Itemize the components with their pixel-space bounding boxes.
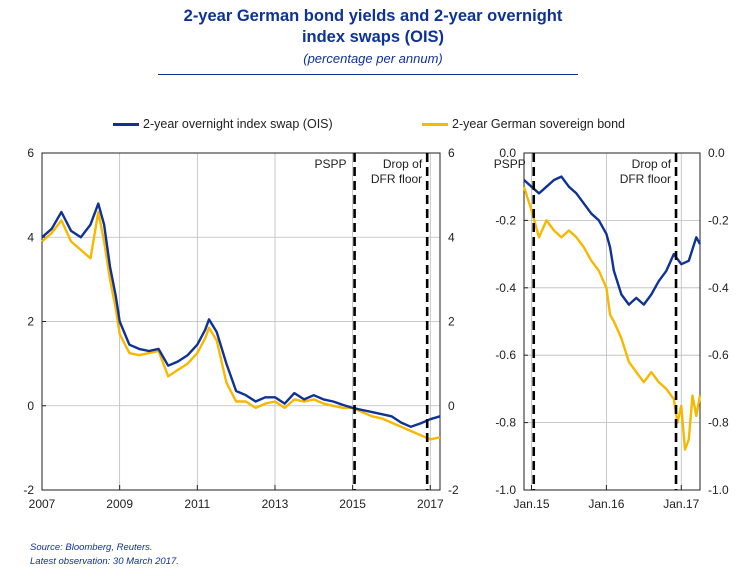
zoom-ytick-right-label: -0.8 [708, 416, 729, 430]
zoom-ytick-right-label: -1.0 [708, 483, 729, 497]
zoom-ytick-left-label: -0.2 [495, 213, 516, 227]
main-annotation-dfr-label-1: Drop of [383, 157, 423, 171]
main-ytick-right-label: 0 [448, 399, 455, 413]
zoom-ytick-right-label: -0.4 [708, 281, 729, 295]
legend-label-ois: 2-year overnight index swap (OIS) [143, 117, 333, 131]
zoom-annotation-dfr-label-1: Drop of [632, 157, 672, 171]
title-line-2: index swaps (OIS) [301, 28, 445, 46]
main-xtick-label: 2007 [29, 497, 56, 511]
zoom-annotation-pspp-label: PSPP [494, 157, 526, 171]
legend-swatch-ois [113, 122, 139, 126]
main-xtick-label: 2009 [106, 497, 133, 511]
main-ytick-right-label: 4 [448, 230, 455, 244]
main-xtick-label: 2017 [417, 497, 444, 511]
zoom-series-bond-line [522, 186, 702, 451]
legend-item-ois: 2-year overnight index swap (OIS) [113, 117, 333, 131]
title-divider [158, 74, 578, 75]
latest-observation-text: Latest observation: 30 March 2017. [30, 556, 179, 567]
zoom-ytick-right-label: 0.0 [708, 146, 725, 160]
legend-label-bond: 2-year German sovereign bond [452, 117, 626, 131]
main-ytick-left-label: 4 [27, 230, 34, 244]
main-xtick-label: 2013 [262, 497, 289, 511]
zoom-ytick-left-label: -0.6 [495, 348, 516, 362]
main-xtick-label: 2011 [184, 497, 210, 511]
source-text: Source: Bloomberg, Reuters. [30, 542, 153, 553]
zoom-ytick-left-label: -0.8 [495, 416, 516, 430]
zoom-ytick-right-label: -0.2 [708, 213, 729, 227]
main-series-bond-line [41, 210, 441, 441]
main-xtick-label: 2015 [339, 497, 366, 511]
main-ytick-right-label: 6 [448, 146, 455, 160]
main-ytick-right-label: -2 [448, 483, 459, 497]
main-ytick-left-label: 6 [27, 146, 34, 160]
title-line-1: 2-year German bond yields and 2-year ove… [183, 7, 563, 25]
source-note: Source: Bloomberg, Reuters. Latest obser… [30, 541, 179, 569]
zoom-ytick-left-label: 0.0 [499, 146, 516, 160]
chart-subtitle: (percentage per annum) [303, 51, 443, 66]
legend-swatch-bond [422, 122, 448, 126]
zoom-annotation-dfr-label-2: DFR floor [620, 172, 671, 186]
zoom-ytick-left-label: -0.4 [495, 281, 516, 295]
main-ytick-right-label: 2 [448, 315, 455, 329]
main-ytick-left-label: 0 [27, 399, 34, 413]
zoom-series-ois-line [523, 175, 702, 306]
legend-item-bond: 2-year German sovereign bond [422, 117, 625, 131]
zoom-xtick-label: Jan.16 [588, 497, 624, 511]
main-annotation-pspp-label: PSPP [315, 157, 347, 171]
main-annotation-dfr-label-2: DFR floor [371, 172, 422, 186]
main-series-ois-line [41, 202, 441, 428]
zoom-xtick-label: Jan.15 [513, 497, 549, 511]
main-ytick-left-label: -2 [23, 483, 34, 497]
zoom-ytick-right-label: -0.6 [708, 348, 729, 362]
chart-title: 2-year German bond yields and 2-year ove… [0, 6, 746, 48]
zoom-xtick-label: Jan.17 [663, 497, 699, 511]
zoom-ytick-left-label: -1.0 [495, 483, 516, 497]
main-ytick-left-label: 2 [27, 315, 34, 329]
zoom-plot-frame [523, 152, 701, 491]
